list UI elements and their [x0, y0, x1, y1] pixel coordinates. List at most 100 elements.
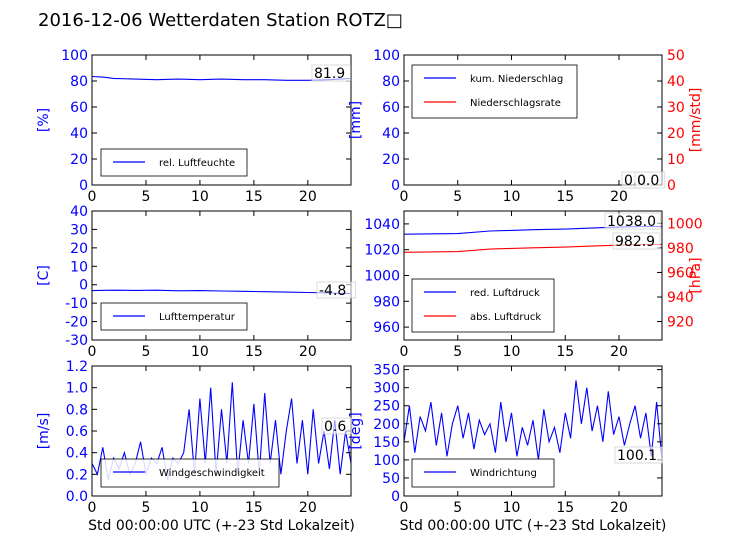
- temperature-plot-frame: [91, 210, 352, 341]
- temperature-ytick-label: -10: [65, 296, 88, 312]
- temperature-xtick-label: 5: [141, 344, 150, 360]
- windspeed-annotation-box: [321, 417, 353, 435]
- windspeed-ytick-label: 0.2: [66, 467, 88, 483]
- humidity-legend-label: rel. Luftfeuchte: [159, 158, 235, 169]
- windspeed-ytick-label: 1.0: [66, 381, 88, 397]
- windspeed-xlabel: Std 00:00:00 UTC (+-23 Std Lokalzeit): [88, 518, 355, 534]
- precip-ytick-label: 0: [391, 178, 400, 194]
- temperature-ylabel: [C]: [36, 265, 52, 286]
- temperature-ytick-label: 40: [70, 204, 88, 220]
- humidity-ytick-label: 80: [70, 74, 88, 90]
- humidity-xtick-label: 5: [141, 189, 150, 205]
- windspeed-ytick-label: 0.8: [66, 402, 88, 418]
- pressure-xtick-label: 10: [503, 344, 521, 360]
- temperature-ytick-label: 0: [79, 278, 88, 294]
- precip-y2tick-label: 50: [667, 48, 685, 64]
- precip-legend-label: Niederschlagsrate: [470, 98, 561, 109]
- pressure-annotation: 1038.0: [607, 214, 656, 230]
- pressure-annotation: 982.9: [615, 234, 655, 250]
- precip-xtick-label: 15: [556, 189, 574, 205]
- humidity-xtick-label: 15: [245, 189, 263, 205]
- humidity-xtick-label: 20: [299, 189, 317, 205]
- temperature-xtick-label: 10: [191, 344, 209, 360]
- winddir-ytick-label: 350: [373, 363, 400, 379]
- pressure-legend-label: red. Luftdruck: [470, 288, 540, 299]
- winddir-ytick-label: 200: [373, 417, 400, 433]
- windspeed-ytick-label: 1.2: [66, 359, 88, 375]
- precip-y2tick-label: 20: [667, 126, 685, 142]
- winddir-ytick-label: 50: [382, 471, 400, 487]
- humidity-annotation: 81.9: [314, 66, 345, 82]
- temperature-ytick-label: 30: [70, 222, 88, 238]
- precip-plot-frame: [403, 54, 663, 186]
- winddir-ylabel: [deg]: [348, 412, 364, 449]
- precip-legend: [411, 64, 578, 119]
- temperature-ytick-label: -20: [65, 315, 88, 331]
- winddir-xtick-label: 10: [503, 500, 521, 516]
- temperature-ytick-label: -30: [65, 333, 88, 349]
- winddir-xtick-label: 0: [400, 500, 409, 516]
- pressure-annotation-box: [612, 232, 661, 250]
- pressure-y2tick-label: 920: [667, 315, 694, 331]
- winddir-ytick-label: 100: [373, 453, 400, 469]
- winddir-xtick-label: 5: [453, 500, 462, 516]
- precip-y2tick-label: 10: [667, 152, 685, 168]
- precip-y2tick-label: 30: [667, 100, 685, 116]
- precip-xtick-label: 0: [400, 189, 409, 205]
- humidity-xtick-label: 0: [88, 189, 97, 205]
- humidity-ytick-label: 100: [61, 48, 88, 64]
- precip-ytick-label: 80: [382, 74, 400, 90]
- pressure-ytick-label: 980: [373, 294, 400, 310]
- temperature-annotation-box: [316, 281, 356, 299]
- pressure-xtick-label: 5: [453, 344, 462, 360]
- precip-ytick-label: 60: [382, 100, 400, 116]
- winddir-annotation: 100.1: [617, 448, 657, 464]
- pressure-y2tick-label: 1000: [667, 216, 703, 232]
- pressure-xtick-label: 0: [400, 344, 409, 360]
- windspeed-ytick-label: 0.4: [66, 446, 88, 462]
- winddir-ytick-label: 250: [373, 399, 400, 415]
- pressure-ytick-label: 1040: [364, 217, 400, 233]
- windspeed-xtick-label: 20: [299, 500, 317, 516]
- precip-annotation: 0.0: [637, 173, 659, 189]
- precip-ylabel: [mm]: [348, 101, 364, 139]
- winddir-xlabel: Std 00:00:00 UTC (+-23 Std Lokalzeit): [400, 518, 667, 534]
- winddir-xtick-label: 20: [610, 500, 628, 516]
- winddir-legend: [411, 458, 555, 488]
- humidity-xtick-label: 10: [191, 189, 209, 205]
- windspeed-ylabel: [m/s]: [36, 413, 52, 450]
- precip-y2tick-label: 40: [667, 74, 685, 90]
- windspeed-ytick-label: 0.6: [66, 424, 88, 440]
- pressure-annotation-box: [604, 212, 661, 230]
- precip-annotation-box: [634, 171, 666, 189]
- temperature-annotation: -4.8: [319, 283, 346, 299]
- pressure-xtick-label: 20: [610, 344, 628, 360]
- precip-xtick-label: 10: [503, 189, 521, 205]
- pressure-y2label: [hPa]: [688, 257, 704, 293]
- pressure-legend-label: abs. Luftdruck: [470, 312, 541, 323]
- temperature-xtick-label: 20: [299, 344, 317, 360]
- humidity-plot-frame: [91, 54, 352, 186]
- windspeed-xtick-label: 10: [191, 500, 209, 516]
- winddir-plot-frame: [403, 365, 663, 497]
- precip-ytick-label: 40: [382, 126, 400, 142]
- precip-y2label: [mm/std]: [688, 88, 704, 153]
- windspeed-ytick-label: 0.0: [66, 489, 88, 505]
- humidity-ytick-label: 40: [70, 126, 88, 142]
- winddir-series-0: [403, 380, 663, 460]
- pressure-xtick-label: 15: [556, 344, 574, 360]
- winddir-ytick-label: 150: [373, 435, 400, 451]
- pressure-y2tick-label: 980: [667, 241, 694, 257]
- precip-xtick-label: 5: [453, 189, 462, 205]
- winddir-ytick-label: 0: [391, 489, 400, 505]
- precip-xtick-label: 20: [610, 189, 628, 205]
- windspeed-xtick-label: 5: [141, 500, 150, 516]
- humidity-ylabel: [%]: [36, 108, 52, 132]
- pressure-ytick-label: 1000: [364, 269, 400, 285]
- temperature-series-0: [91, 289, 350, 295]
- windspeed-legend-label: Windgeschwindigkeit: [159, 468, 265, 479]
- pressure-y2tick-label: 960: [667, 265, 694, 281]
- pressure-y2tick-label: 940: [667, 290, 694, 306]
- pressure-legend: [411, 278, 555, 333]
